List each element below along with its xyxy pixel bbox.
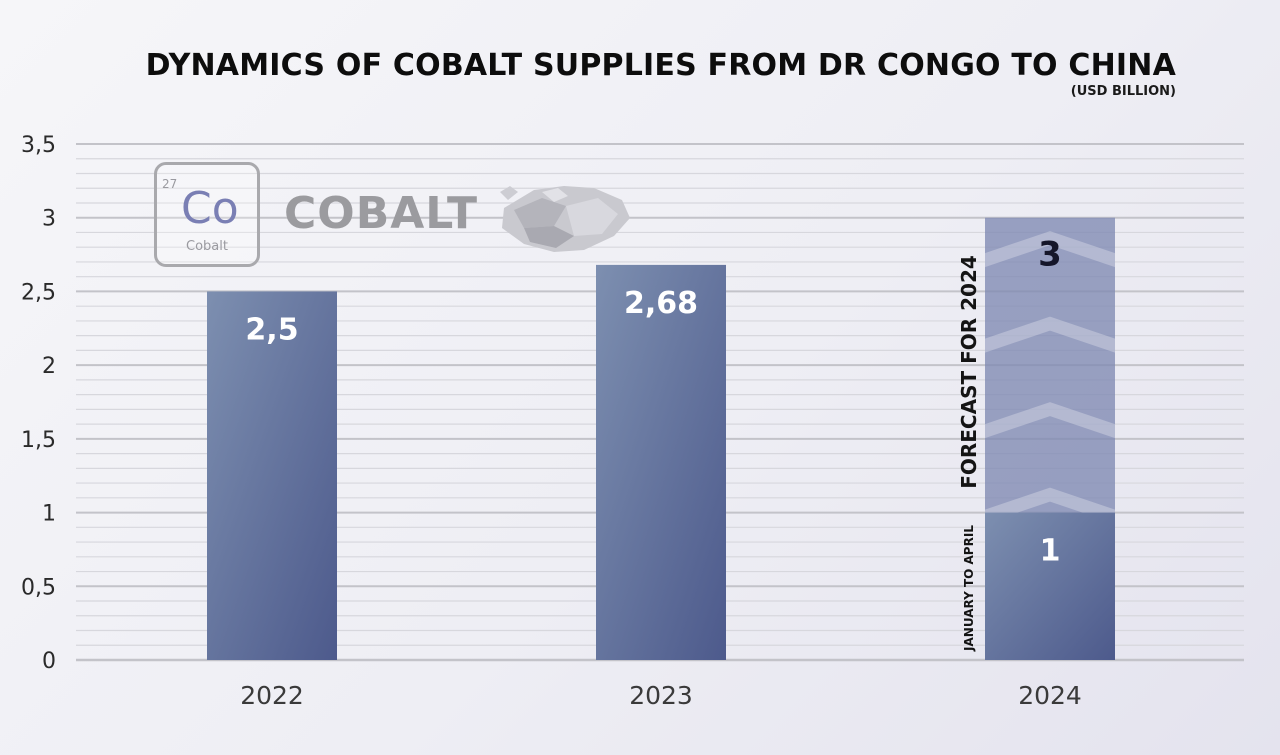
x-tick-label: 2022 <box>240 681 304 710</box>
y-tick-label: 2,5 <box>21 280 56 305</box>
x-tick-label: 2023 <box>629 681 693 710</box>
bar-value-label: 1 <box>1040 534 1061 569</box>
bar-2023 <box>596 264 726 660</box>
element-name: Cobalt <box>186 239 228 254</box>
cobalt-element-tile: 27 Co Cobalt <box>154 162 260 267</box>
bar-value-label: 2,5 <box>245 312 298 347</box>
forecast-annotation: FORECAST FOR 2024 <box>956 255 981 489</box>
forecast-chevron <box>985 402 1115 439</box>
forecast-value-label: 3 <box>1038 235 1062 275</box>
page-title: DYNAMICS OF COBALT SUPPLIES FROM DR CONG… <box>145 48 1176 83</box>
forecast-chevron <box>985 231 1115 268</box>
chart-subtitle: (USD BILLION) <box>1070 84 1176 99</box>
x-tick-label: 2024 <box>1018 681 1082 710</box>
y-tick-label: 0 <box>42 649 56 674</box>
bar-2024 <box>985 512 1115 660</box>
period-annotation: JANUARY TO APRIL <box>961 525 976 651</box>
y-tick-label: 3 <box>42 207 56 232</box>
cobalt-wordmark: COBALT <box>284 188 479 239</box>
element-symbol: Co <box>181 183 239 234</box>
y-tick-label: 1,5 <box>21 428 56 453</box>
y-tick-label: 0,5 <box>21 575 56 600</box>
y-tick-label: 2 <box>42 354 56 379</box>
bar-2022 <box>207 291 337 660</box>
y-tick-label: 1 <box>42 502 56 527</box>
atomic-number: 27 <box>162 177 178 191</box>
cobalt-mineral-icon <box>500 186 630 252</box>
y-tick-label: 3,5 <box>21 133 56 158</box>
bar-value-label: 2,68 <box>624 286 698 321</box>
forecast-chevron <box>985 316 1115 353</box>
forecast-chevron <box>985 487 1115 524</box>
